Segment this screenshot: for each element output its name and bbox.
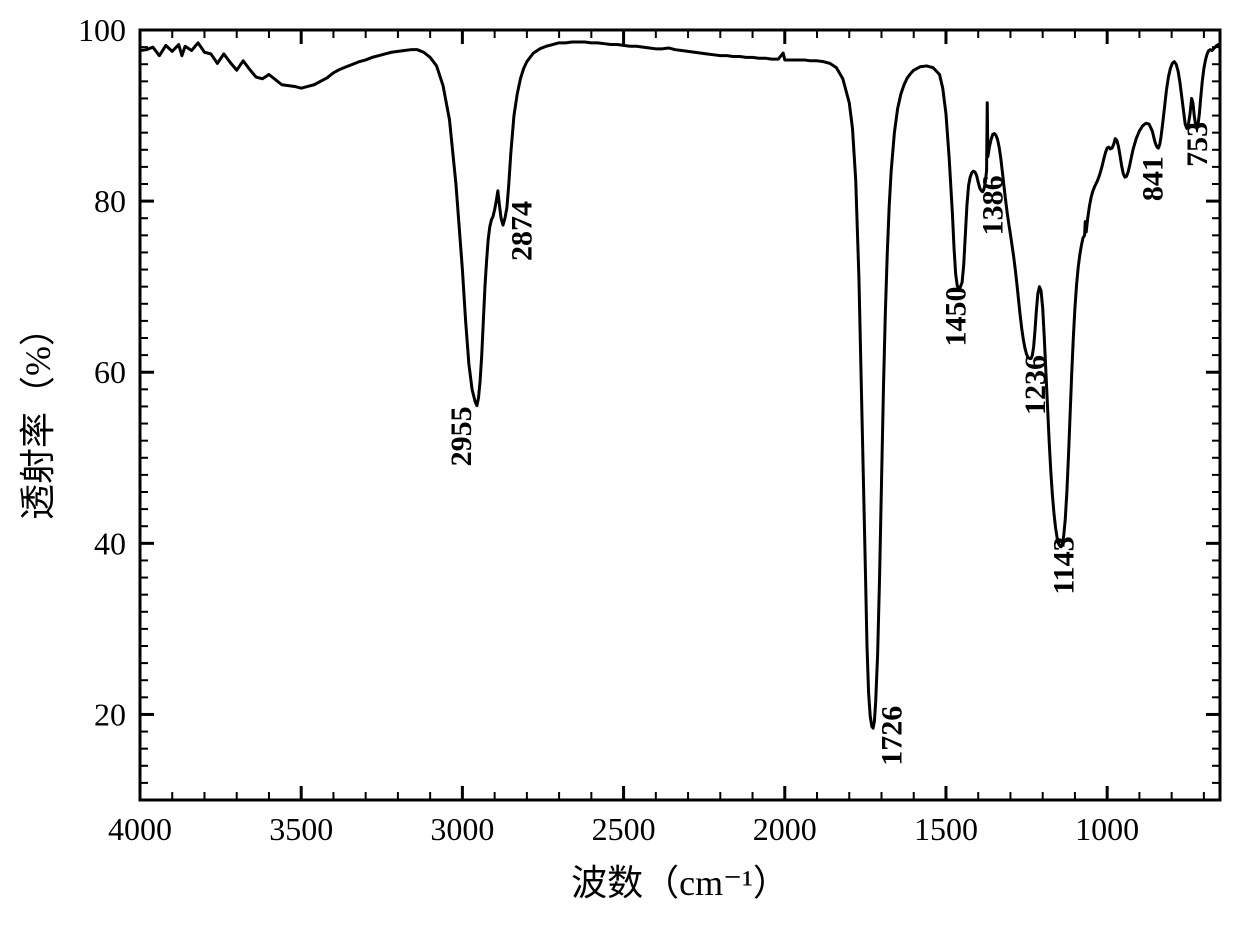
ir-spectrum-chart: 4000 3500 3000 2500 2000 1500 1000 20 40 60 80 100 波… bbox=[0, 0, 1240, 942]
chart-container: 4000 3500 3000 2500 2000 1500 1000 20 40 60 80 100 波… bbox=[0, 0, 1240, 942]
y-tick-label: 60 bbox=[94, 354, 126, 390]
plot-frame bbox=[140, 30, 1220, 800]
x-axis-label: 波数（cm⁻¹） bbox=[571, 863, 789, 903]
peak-label: 1450 bbox=[940, 287, 973, 347]
peak-label: 2955 bbox=[445, 406, 478, 466]
y-axis-label: 透射率（%） bbox=[18, 310, 58, 520]
peak-label: 2874 bbox=[506, 201, 539, 261]
x-tick-label: 4000 bbox=[108, 811, 172, 847]
y-tick-label: 20 bbox=[94, 696, 126, 732]
peak-label: 841 bbox=[1136, 156, 1169, 201]
spectrum-trace bbox=[140, 42, 1220, 728]
x-tick-label: 2500 bbox=[592, 811, 656, 847]
peak-label: 1143 bbox=[1047, 536, 1080, 594]
x-tick-label: 1000 bbox=[1075, 811, 1139, 847]
x-tick-label: 1500 bbox=[914, 811, 978, 847]
peak-label: 753 bbox=[1181, 122, 1214, 167]
y-tick-label: 100 bbox=[78, 12, 126, 48]
peak-label: 1236 bbox=[1019, 355, 1052, 415]
x-tick-label: 3000 bbox=[430, 811, 494, 847]
y-tick-label: 80 bbox=[94, 183, 126, 219]
x-tick-label: 2000 bbox=[753, 811, 817, 847]
x-tick-label: 3500 bbox=[269, 811, 333, 847]
peak-label: 1386 bbox=[977, 175, 1010, 235]
y-tick-label: 40 bbox=[94, 525, 126, 561]
peak-label: 1726 bbox=[875, 706, 908, 766]
